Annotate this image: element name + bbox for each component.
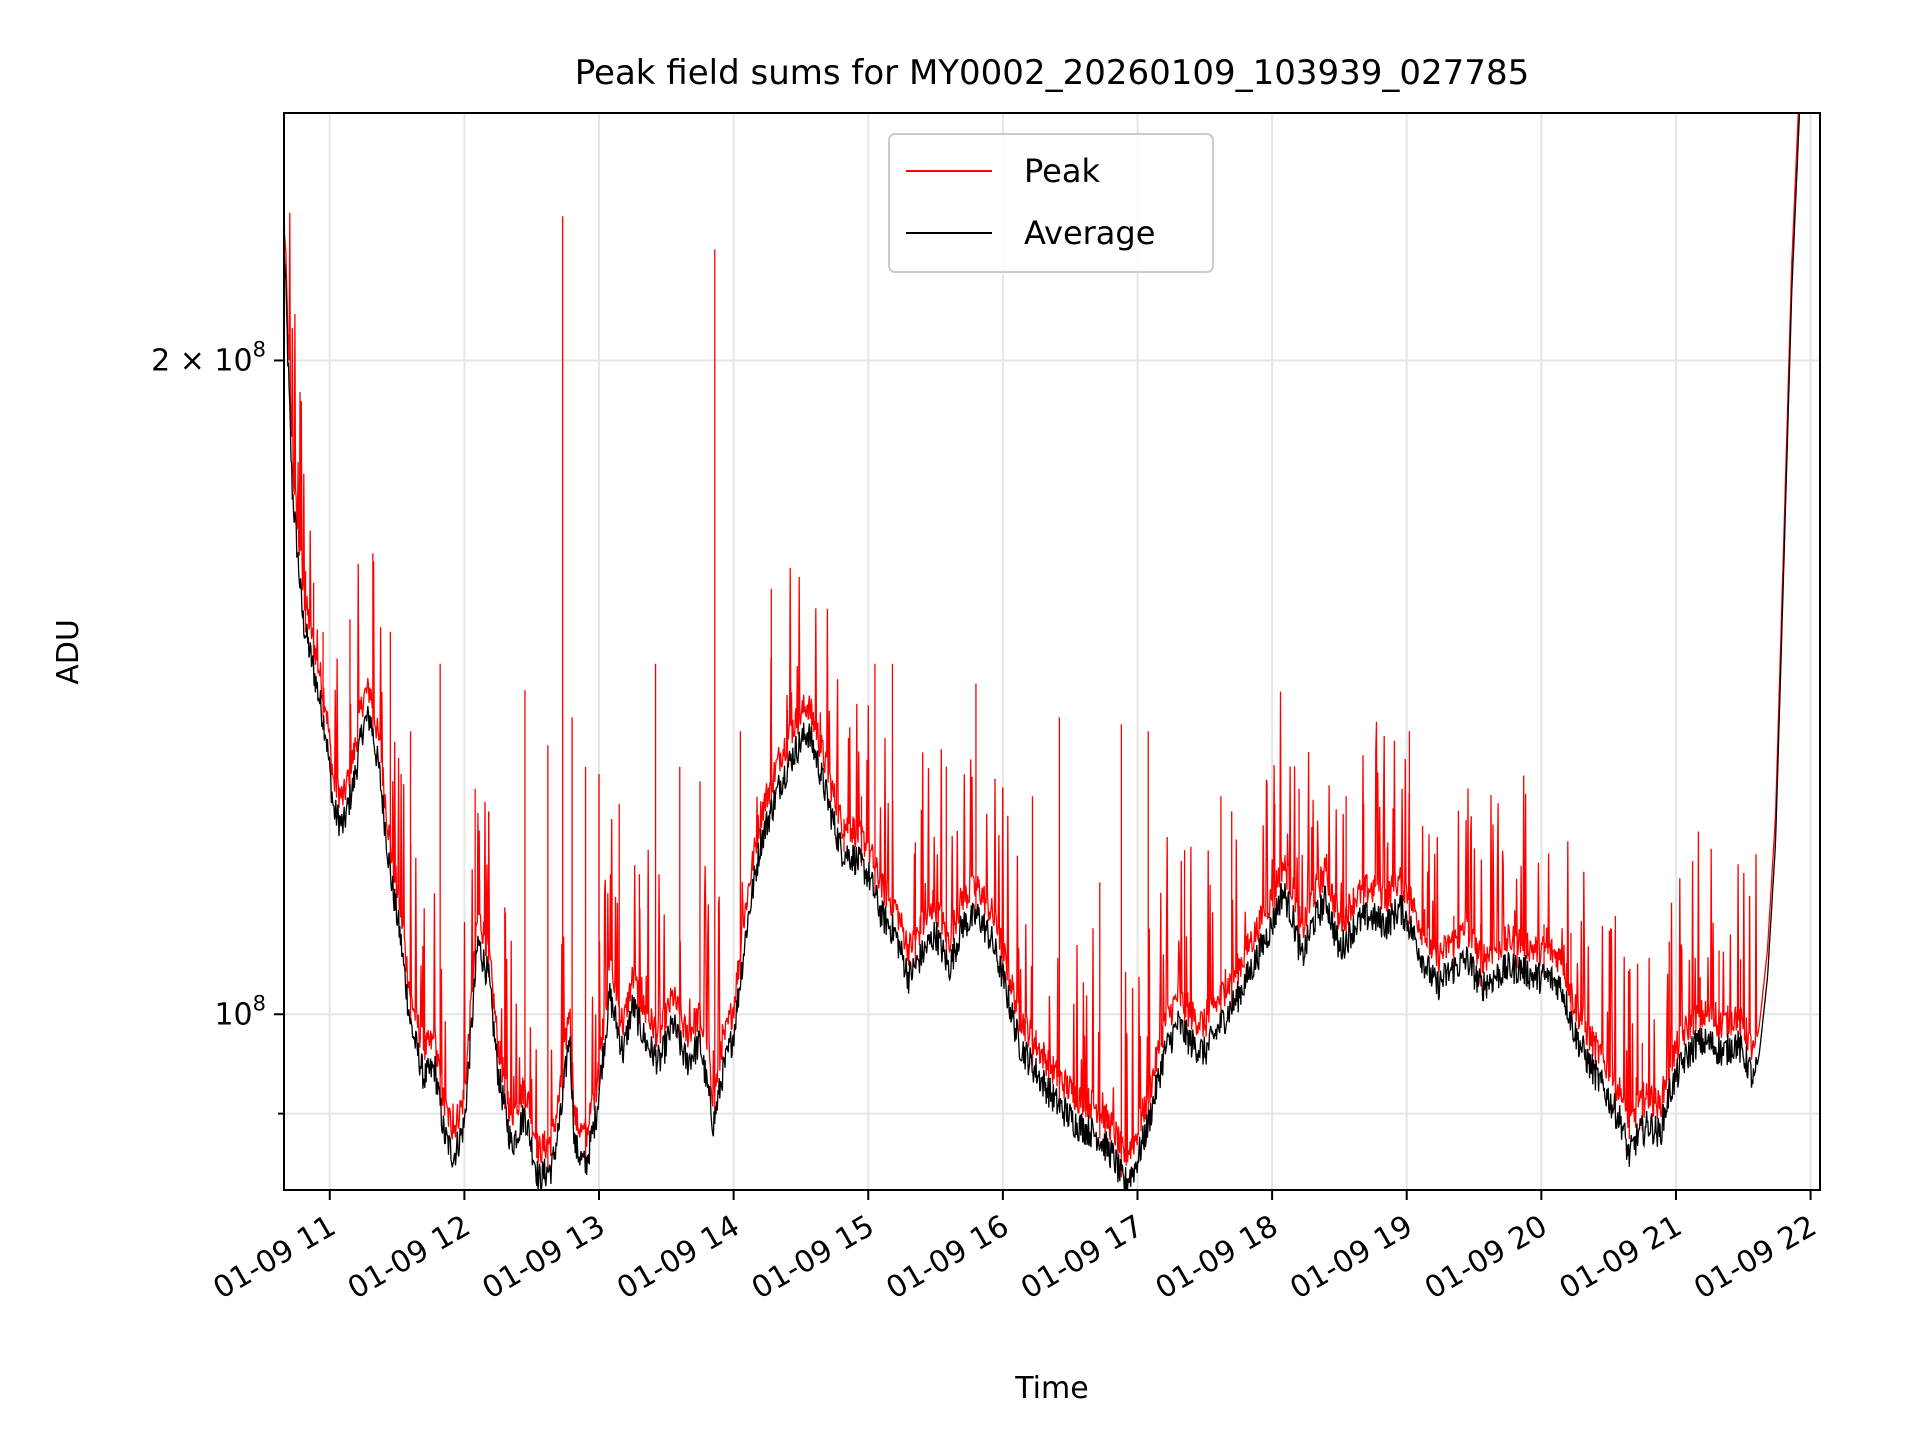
legend: Peak Average bbox=[888, 133, 1214, 273]
series-line-peak bbox=[284, 113, 1820, 1166]
legend-label-peak: Peak bbox=[1024, 152, 1100, 190]
grid bbox=[284, 113, 1820, 1190]
series-layer bbox=[284, 113, 1820, 1190]
series-line-average bbox=[284, 113, 1820, 1190]
legend-box bbox=[888, 133, 1214, 273]
y-tick-label: 108 bbox=[214, 991, 266, 1032]
y-axis: 108 2 × 108 bbox=[151, 337, 284, 1115]
y-axis-label: ADU bbox=[51, 619, 86, 685]
plot-frame bbox=[283, 112, 1821, 1191]
chart-title: Peak field sums for MY0002_20260109_1039… bbox=[575, 53, 1529, 93]
legend-label-average: Average bbox=[1024, 214, 1155, 252]
y-tick-label: 2 × 108 bbox=[151, 337, 266, 378]
x-axis-label: Time bbox=[1014, 1371, 1088, 1406]
